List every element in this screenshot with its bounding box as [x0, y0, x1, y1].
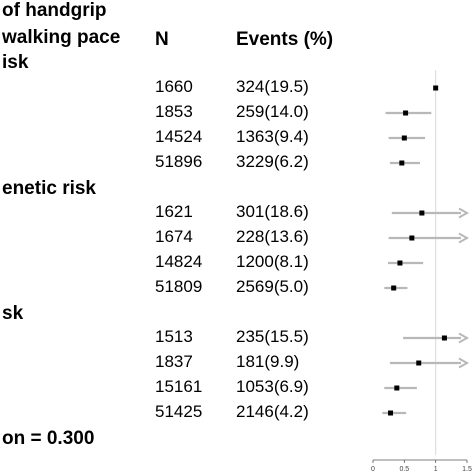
row-events-3: 3229(6.2) [236, 152, 309, 171]
point-estimate-4 [419, 210, 425, 216]
row-n-7: 51809 [155, 277, 203, 296]
row-events-10: 1053(6.9) [236, 377, 309, 396]
row-events-0: 324(19.5) [236, 77, 309, 96]
point-estimate-0 [433, 85, 439, 91]
row-events-1: 259(14.0) [236, 102, 309, 121]
column-header-n: N [155, 29, 169, 50]
row-n-11: 51425 [155, 402, 203, 421]
point-estimate-10 [394, 385, 400, 391]
row-events-4: 301(18.6) [236, 202, 309, 221]
row-events-2: 1363(9.4) [236, 127, 309, 146]
point-estimate-3 [399, 160, 405, 166]
row-n-6: 14824 [155, 252, 203, 271]
row-n-8: 1513 [155, 327, 193, 346]
point-estimate-7 [391, 285, 397, 291]
x-tick-label-0: 0 [371, 466, 375, 473]
header-label-line1: of handgrip [2, 0, 107, 21]
ci-arrow-8 [458, 332, 470, 344]
row-n-10: 15161 [155, 377, 203, 396]
row-events-11: 2146(4.2) [236, 402, 309, 421]
point-estimate-11 [388, 410, 394, 416]
point-estimate-1 [403, 110, 409, 116]
row-events-9: 181(9.9) [236, 352, 300, 371]
header-label-line3: isk [2, 52, 29, 73]
row-n-3: 51896 [155, 152, 203, 171]
group-label-2: sk [2, 303, 24, 324]
row-events-7: 2569(5.0) [236, 277, 309, 296]
header-label-line2: walking pace [2, 27, 121, 48]
point-estimate-6 [397, 260, 403, 266]
group-label-1: enetic risk [2, 178, 96, 199]
interaction-p-value: on = 0.300 [2, 428, 95, 449]
point-estimate-2 [401, 135, 407, 141]
ci-arrow-5 [458, 232, 470, 244]
row-events-8: 235(15.5) [236, 327, 309, 346]
x-tick-label-3: 1.5 [462, 466, 472, 473]
point-estimate-8 [441, 335, 447, 341]
ci-arrow-4 [458, 207, 470, 219]
x-tick-label-1: 0.5 [399, 466, 409, 473]
row-events-5: 228(13.6) [236, 227, 309, 246]
row-n-2: 14524 [155, 127, 203, 146]
x-tick-label-2: 1 [434, 466, 438, 473]
column-header-events: Events (%) [236, 29, 334, 50]
point-estimate-5 [409, 235, 415, 241]
row-n-5: 1674 [155, 227, 193, 246]
row-n-9: 1837 [155, 352, 193, 371]
point-estimate-9 [416, 360, 422, 366]
row-n-0: 1660 [155, 77, 193, 96]
row-n-1: 1853 [155, 102, 193, 121]
row-n-4: 1621 [155, 202, 193, 221]
row-events-6: 1200(8.1) [236, 252, 309, 271]
ci-arrow-9 [458, 357, 470, 369]
